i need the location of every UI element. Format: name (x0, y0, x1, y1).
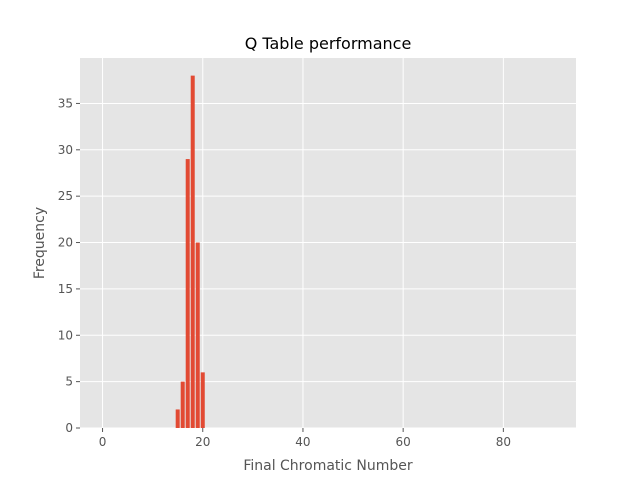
bar (190, 75, 195, 428)
x-tick-label: 20 (195, 435, 210, 449)
y-tick-label: 10 (58, 328, 73, 342)
y-axis-label: Frequency (32, 207, 48, 279)
x-ticks: 0 20 40 60 80 (99, 428, 511, 449)
y-tick-label: 5 (65, 375, 73, 389)
y-tick-label: 20 (58, 236, 73, 250)
x-tick-label: 60 (396, 435, 411, 449)
x-tick-label: 0 (99, 435, 107, 449)
chart-title: Q Table performance (245, 34, 412, 53)
x-axis-label: Final Chromatic Number (243, 458, 413, 474)
y-ticks: 0 5 10 15 20 25 30 35 (58, 96, 80, 435)
grid (80, 58, 576, 429)
x-tick-label: 80 (496, 435, 511, 449)
x-tick-label: 40 (295, 435, 310, 449)
y-tick-label: 35 (58, 96, 73, 110)
y-tick-label: 0 (65, 421, 73, 435)
bar (185, 159, 190, 428)
bar (200, 372, 205, 428)
bar (175, 409, 180, 428)
y-tick-label: 25 (58, 189, 73, 203)
y-tick-label: 15 (58, 282, 73, 296)
y-tick-label: 30 (58, 143, 73, 157)
bars (175, 75, 205, 428)
bar (195, 242, 200, 428)
bar (180, 381, 185, 428)
